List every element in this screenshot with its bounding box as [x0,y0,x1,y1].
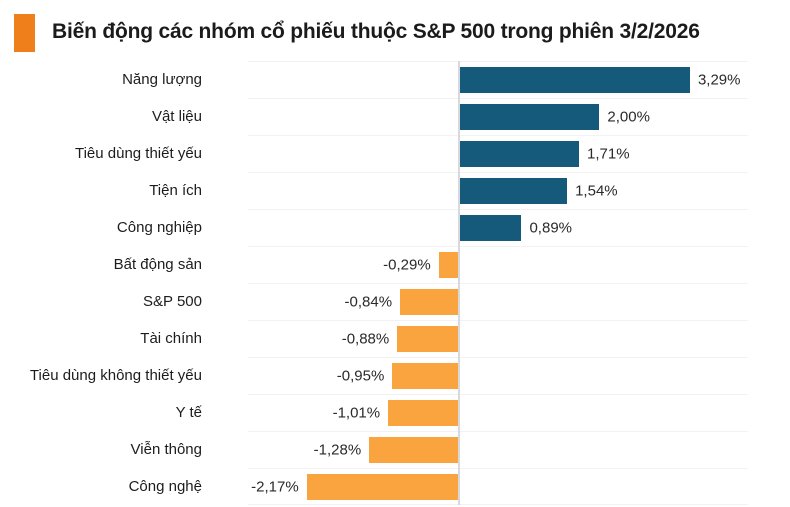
chart-row: Viễn thông -1,28% [0,431,790,468]
chart-row: Tiêu dùng thiết yếu 1,71% [0,135,790,172]
category-label: Công nghiệp [116,219,202,236]
value-label: 2,00% [607,108,650,126]
category-label: Tài chính [140,330,202,347]
row-plot-area: -2,17% [248,468,748,505]
positive-bar [459,178,568,204]
row-plot-area: -0,88% [248,320,748,357]
value-label: -0,95% [336,367,385,385]
row-plot-area: 1,54% [248,172,748,209]
negative-bar [392,363,459,389]
chart-row: Công nghiệp 0,89% [0,209,790,246]
category-label: Công nghệ [128,478,202,495]
value-label: 3,29% [697,71,741,89]
zero-axis-line [458,61,460,505]
negative-bar [438,252,459,278]
value-label: 0,89% [529,219,573,237]
value-label: 1,54% [575,182,618,200]
value-label: -0,29% [383,256,431,274]
row-plot-area: 2,00% [248,98,748,135]
value-label: 1,71% [587,145,630,163]
row-plot-area: -0,29% [248,246,748,283]
chart-title: Biến động các nhóm cổ phiếu thuộc S&P 50… [52,20,700,43]
chart-row: Tài chính -0,88% [0,320,790,357]
value-label: -2,17% [251,478,299,495]
row-plot-area: -0,95% [248,357,748,394]
row-plot-area: 1,71% [248,135,748,172]
chart-row: Bất động sản -0,29% [0,246,790,283]
category-label: Tiêu dùng thiết yếu [74,145,202,162]
positive-bar [459,67,690,93]
negative-bar [388,400,459,426]
negative-bar [397,326,459,352]
chart-row: Vật liệu 2,00% [0,98,790,135]
chart-row: S&P 500 -0,84% [0,283,790,320]
chart-row: Y tế -1,01% [0,394,790,431]
row-plot-area: 3,29% [248,61,748,98]
negative-bar [306,474,459,500]
chart-row: Tiêu dùng không thiết yếu -0,95% [0,357,790,394]
category-label: Bất động sản [113,256,202,273]
value-label: -0,88% [341,330,390,348]
negative-bar [369,437,459,463]
row-plot-area: -1,01% [248,394,748,431]
chart-row: Năng lượng 3,29% [0,61,790,98]
category-label: Năng lượng [122,71,202,88]
bar-chart: Năng lượng 3,29% Vật liệu 2,00% Tiêu dùng th… [0,61,790,505]
chart-rows: Năng lượng 3,29% Vật liệu 2,00% Tiêu dùng th… [0,61,790,505]
chart-row: Tiện ích 1,54% [0,172,790,209]
category-label: S&P 500 [143,293,202,310]
title-accent-square [14,14,35,52]
positive-bar [459,141,580,167]
category-label: Tiện ích [149,182,202,199]
row-plot-area: 0,89% [248,209,748,246]
chart-header: Biến động các nhóm cổ phiếu thuộc S&P 50… [0,0,790,52]
row-plot-area: -0,84% [248,283,748,320]
positive-bar [459,215,522,241]
positive-bar [459,104,600,130]
value-label: -0,84% [344,293,393,311]
negative-bar [400,289,459,315]
category-label: Y tế [175,404,202,421]
category-label: Viễn thông [130,441,202,458]
category-label: Vật liệu [151,108,202,125]
value-label: -1,01% [332,404,381,422]
row-plot-area: -1,28% [248,431,748,468]
category-label: Tiêu dùng không thiết yếu [29,367,202,384]
chart-row: Công nghệ -2,17% [0,468,790,505]
value-label: -1,28% [313,441,362,459]
